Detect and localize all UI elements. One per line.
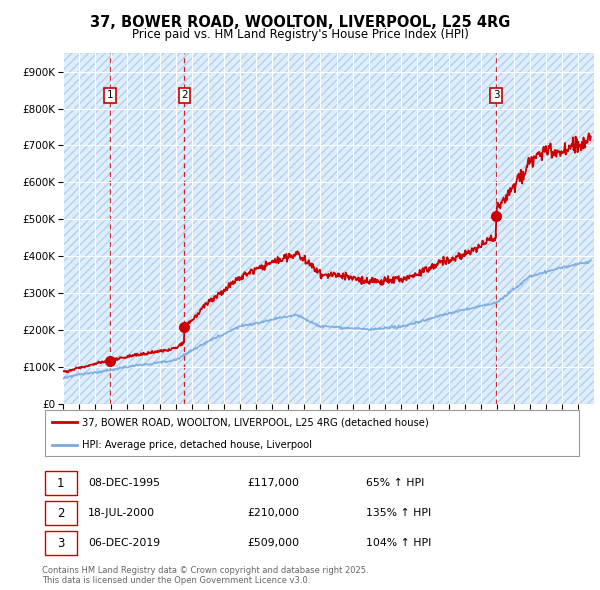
Text: 3: 3 xyxy=(57,537,65,550)
FancyBboxPatch shape xyxy=(45,502,77,525)
FancyBboxPatch shape xyxy=(45,410,580,456)
Text: 37, BOWER ROAD, WOOLTON, LIVERPOOL, L25 4RG (detached house): 37, BOWER ROAD, WOOLTON, LIVERPOOL, L25 … xyxy=(83,417,429,427)
Text: £509,000: £509,000 xyxy=(247,539,299,548)
FancyBboxPatch shape xyxy=(45,532,77,555)
Text: 1: 1 xyxy=(57,477,65,490)
Text: 1: 1 xyxy=(107,90,113,100)
Text: 2: 2 xyxy=(181,90,188,100)
Text: 18-JUL-2000: 18-JUL-2000 xyxy=(88,509,155,518)
Text: HPI: Average price, detached house, Liverpool: HPI: Average price, detached house, Live… xyxy=(83,440,313,450)
Text: 65% ↑ HPI: 65% ↑ HPI xyxy=(366,478,424,488)
Text: 3: 3 xyxy=(493,90,500,100)
Text: 37, BOWER ROAD, WOOLTON, LIVERPOOL, L25 4RG: 37, BOWER ROAD, WOOLTON, LIVERPOOL, L25 … xyxy=(90,15,510,30)
FancyBboxPatch shape xyxy=(45,471,77,495)
Text: 08-DEC-1995: 08-DEC-1995 xyxy=(88,478,160,488)
Text: 135% ↑ HPI: 135% ↑ HPI xyxy=(366,509,431,518)
Text: £210,000: £210,000 xyxy=(247,509,299,518)
Text: 2: 2 xyxy=(57,507,65,520)
Text: Contains HM Land Registry data © Crown copyright and database right 2025.
This d: Contains HM Land Registry data © Crown c… xyxy=(42,566,368,585)
Text: £117,000: £117,000 xyxy=(247,478,299,488)
Text: 104% ↑ HPI: 104% ↑ HPI xyxy=(366,539,431,548)
Text: Price paid vs. HM Land Registry's House Price Index (HPI): Price paid vs. HM Land Registry's House … xyxy=(131,28,469,41)
Text: 06-DEC-2019: 06-DEC-2019 xyxy=(88,539,160,548)
